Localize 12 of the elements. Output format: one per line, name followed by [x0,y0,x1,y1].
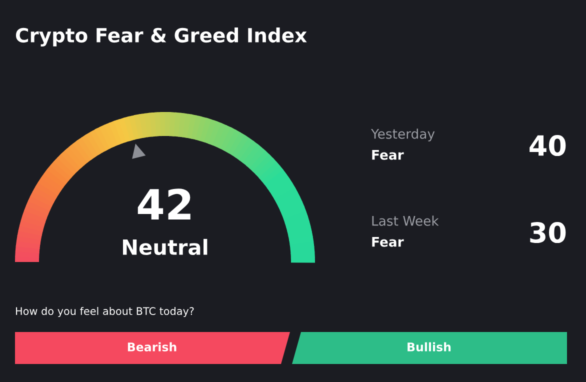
text: Bearish [128,342,176,352]
data-label: 30 [530,222,566,244]
text: Crypto Fear & Greed Index [16,28,307,46]
category-label: Last Week [372,216,439,226]
text: Neutral [123,238,208,256]
text: How do you feel about BTC today? [16,306,194,318]
text: Fear [372,237,404,247]
data-label: 40 [530,135,566,156]
text: Fear [372,150,404,160]
category-label: Yesterday [370,128,435,142]
data-label: 42 [138,188,190,220]
text: Bullish [408,342,451,352]
